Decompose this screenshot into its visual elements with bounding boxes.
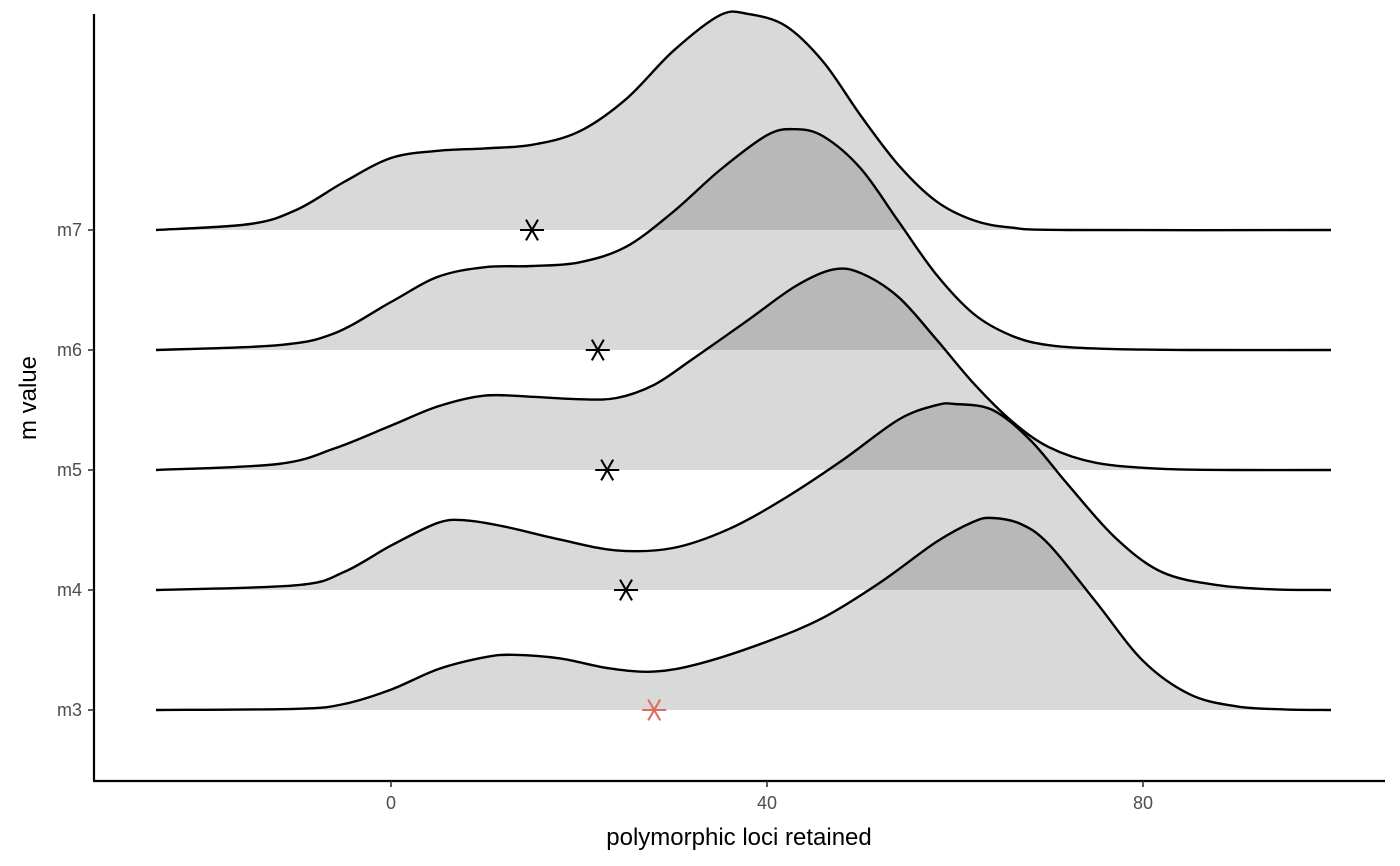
ridge-area-m5	[156, 268, 1331, 471]
star-marker-m4	[614, 579, 638, 601]
ridge-line-m6	[155, 127, 1332, 352]
star-marker-m7	[520, 219, 544, 241]
star-marker-m5	[595, 459, 620, 481]
star-marker-m6	[585, 339, 610, 361]
y-axis-title: m value	[15, 356, 42, 440]
ridge-line-m7	[155, 10, 1332, 232]
ridges-layer	[155, 10, 1332, 712]
y-tick-label: m7	[57, 220, 82, 240]
y-tick-label: m5	[57, 460, 82, 480]
y-tick-label: m3	[57, 700, 82, 720]
ridge-area-m4	[156, 403, 1331, 590]
y-tick-label: m4	[57, 580, 82, 600]
x-ticks-layer: 0 40 80	[386, 781, 1153, 813]
x-tick-label: 0	[386, 793, 396, 813]
x-axis-title: polymorphic loci retained	[606, 824, 871, 851]
ridge-line-m5	[155, 267, 1332, 472]
ridge-line-m3	[155, 516, 1332, 712]
x-tick-label: 80	[1133, 793, 1153, 813]
y-ticks-layer: m3 m4 m5 m6 m7	[57, 220, 94, 720]
ridge-area-m7	[156, 11, 1331, 231]
axes-layer	[92, 14, 1385, 783]
markers-layer	[520, 219, 667, 721]
y-tick-label: m6	[57, 340, 82, 360]
ridge-area-m3	[156, 517, 1331, 710]
ridge-line-m4	[155, 402, 1332, 592]
star-marker-m3	[642, 699, 667, 721]
ridge-area-m6	[156, 129, 1331, 351]
x-tick-label: 40	[757, 793, 777, 813]
